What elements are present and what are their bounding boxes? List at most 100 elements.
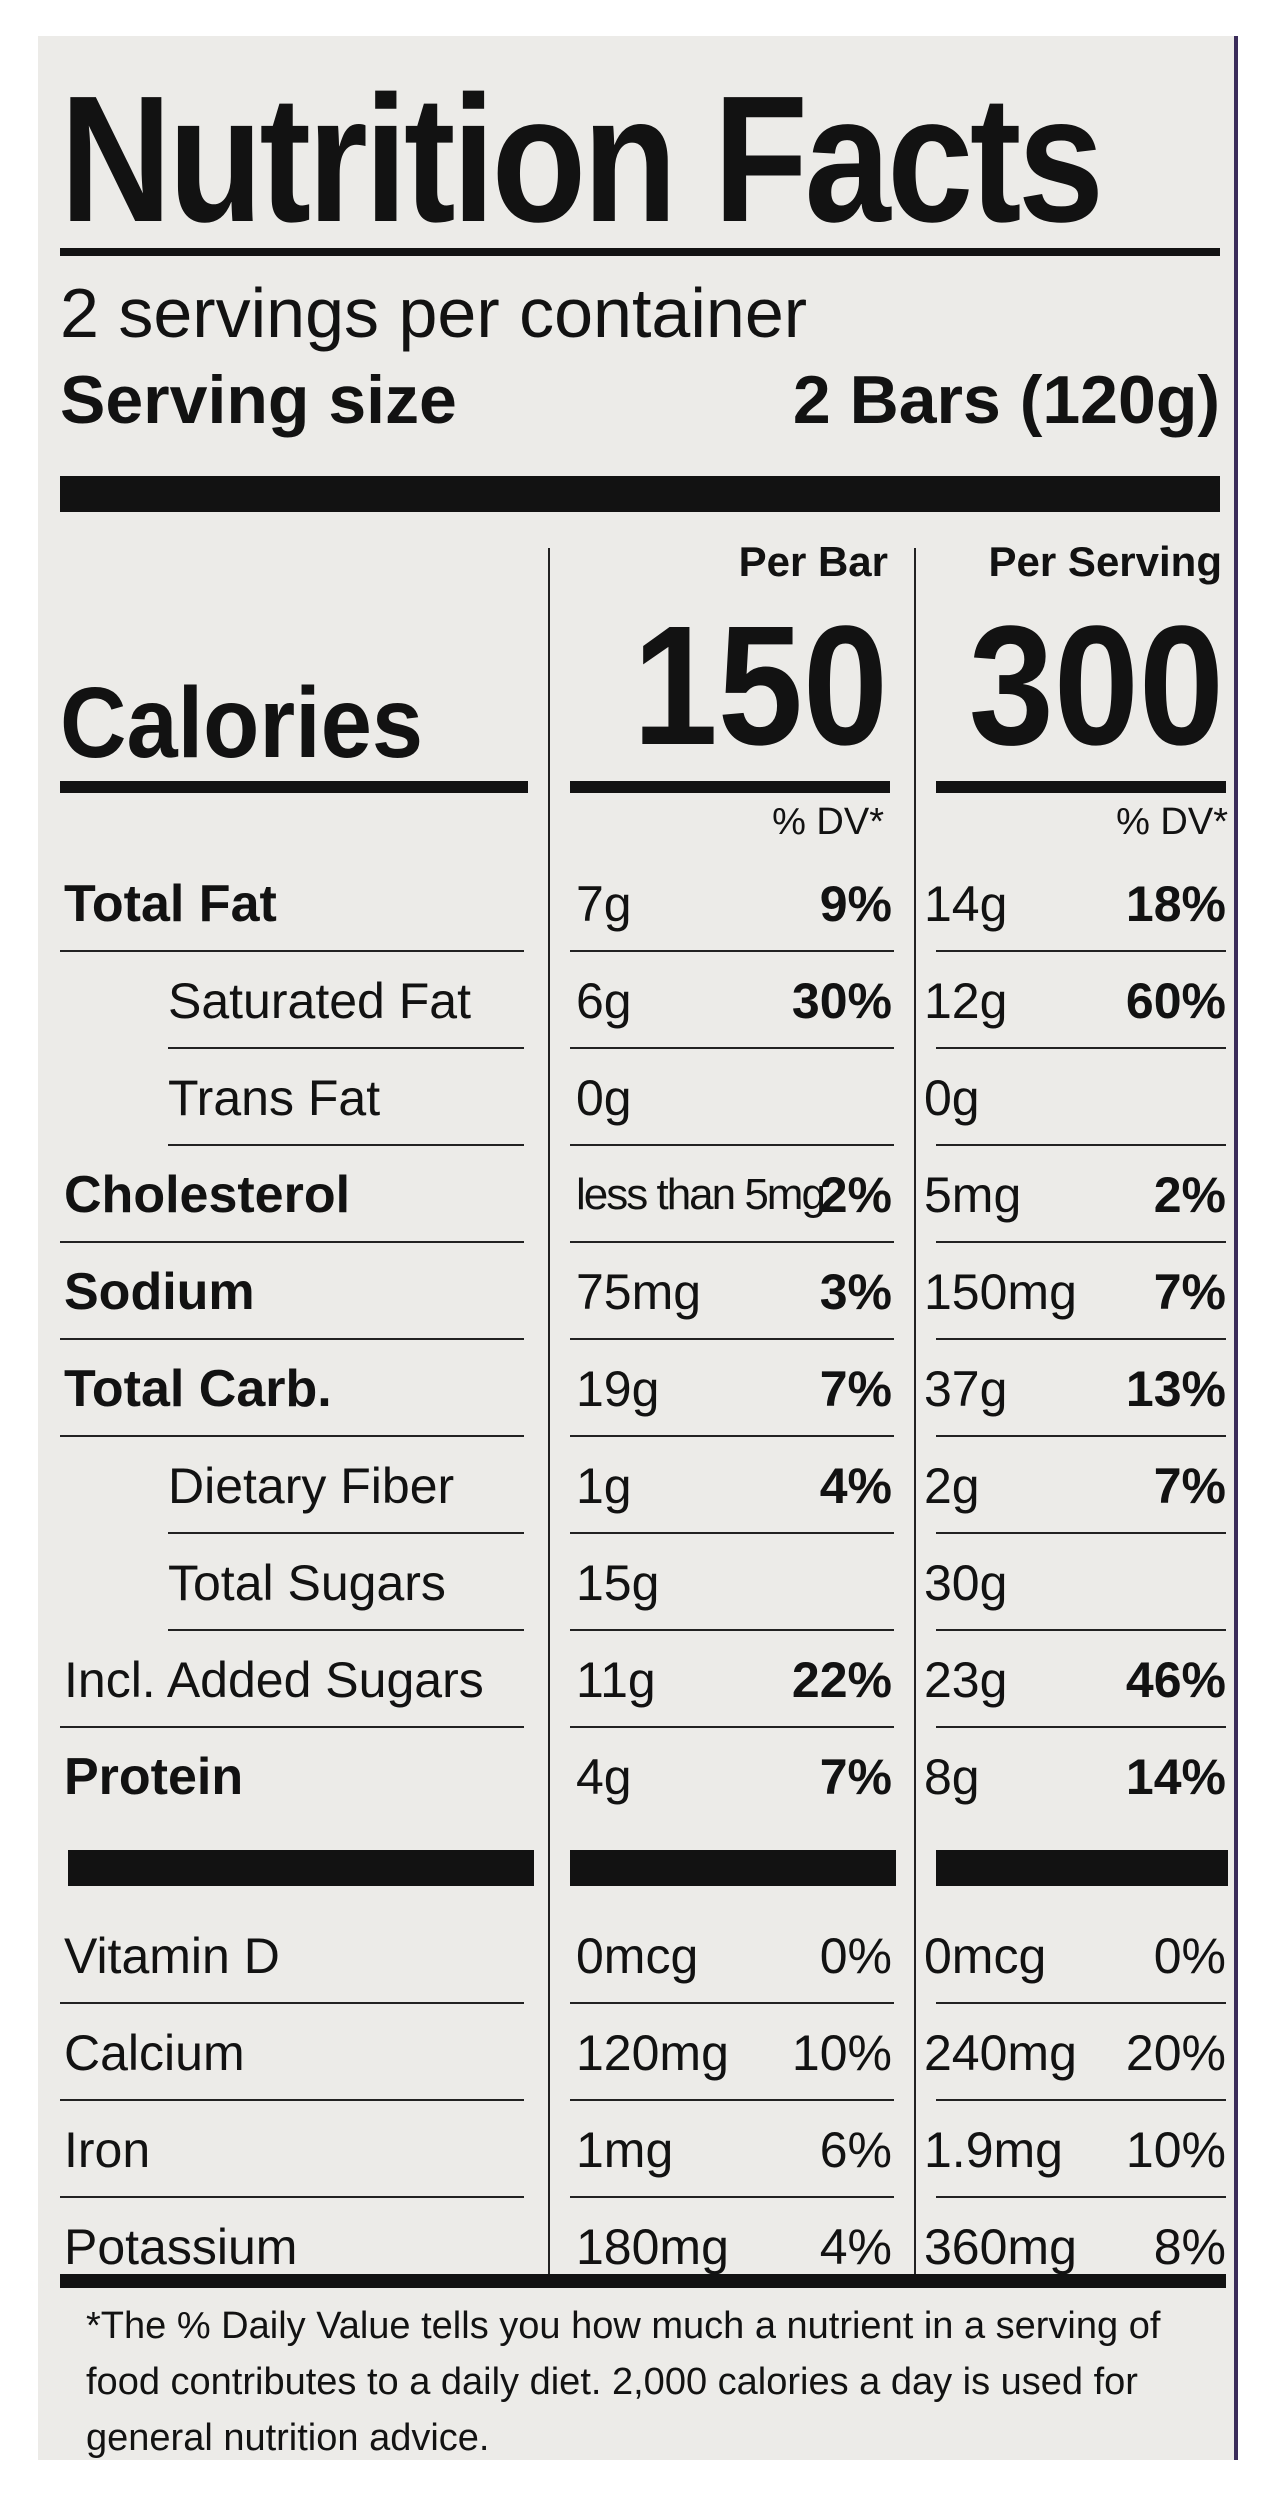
nutrient-row: Cholesterol less than 5mg 2% 5mg 2% [38, 1147, 1238, 1243]
row-divider [570, 1241, 894, 1243]
row-divider [570, 1338, 894, 1340]
nutrient-row: Protein 4g 7% 8g 14% [38, 1729, 1238, 1825]
per-serving-amount: 0g [924, 1070, 980, 1126]
serving-size-row: Serving size 2 Bars (120g) [60, 366, 1220, 456]
label-title: Nutrition Facts [60, 59, 1104, 260]
nutrition-facts-label: Nutrition Facts 2 servings per container… [38, 36, 1238, 2460]
nutrient-name: Total Sugars [168, 1555, 446, 1611]
row-divider [570, 1144, 894, 1146]
vitamin-rule-bar [570, 1850, 896, 1886]
per-bar-daily-value: 7% [819, 1361, 892, 1417]
row-divider [60, 1726, 524, 1728]
per-serving-daily-value: 8% [1153, 2219, 1226, 2275]
row-divider [60, 1338, 524, 1340]
title-rule [60, 248, 1220, 256]
per-serving-header: Per Serving [988, 538, 1222, 585]
dv-header-serving: % DV* [1116, 801, 1228, 843]
row-divider [570, 2196, 894, 2198]
nutrient-row: Total Sugars 15g 30g [38, 1535, 1238, 1631]
per-serving-amount: 23g [924, 1652, 1008, 1708]
per-bar-amount: 7g [576, 876, 632, 932]
daily-value-footnote: *The % Daily Value tells you how much a … [86, 2305, 1161, 2459]
vitamin-row: Vitamin D 0mcg 0% 0mcg 0% [38, 1908, 1238, 2004]
nutrient-name: Total Fat [64, 875, 277, 933]
row-divider [936, 950, 1226, 952]
row-divider [936, 1629, 1226, 1631]
row-divider [936, 2099, 1226, 2101]
per-serving-daily-value: 7% [1153, 1458, 1226, 1514]
calories-per-serving: 300 [968, 591, 1224, 781]
serving-size-label: Serving size [60, 362, 457, 438]
per-serving-amount: 12g [924, 973, 1008, 1029]
per-bar-daily-value: 22% [791, 1652, 892, 1708]
per-serving-amount: 150mg [924, 1264, 1077, 1320]
nutrient-name: Protein [64, 1748, 244, 1806]
nutrient-name: Dietary Fiber [168, 1458, 455, 1514]
per-serving-daily-value: 10% [1125, 2122, 1226, 2178]
per-serving-daily-value: 14% [1125, 1749, 1226, 1805]
row-divider [936, 1241, 1226, 1243]
per-bar-amount: 4g [576, 1749, 632, 1805]
servings-per-container: 2 servings per container [60, 274, 808, 352]
nutrient-name: Potassium [64, 2219, 298, 2275]
per-bar-daily-value: 4% [819, 2219, 892, 2275]
nutrient-row: Incl. Added Sugars 11g 22% 23g 46% [38, 1632, 1238, 1728]
per-bar-amount: 0mcg [576, 1928, 699, 1984]
row-divider [168, 1629, 524, 1631]
per-bar-daily-value: 4% [819, 1458, 892, 1514]
row-divider [570, 1629, 894, 1631]
row-divider [936, 1726, 1226, 1728]
per-bar-amount: 19g [576, 1361, 660, 1417]
row-divider [60, 2099, 524, 2101]
vitamin-row: Iron 1mg 6% 1.9mg 10% [38, 2102, 1238, 2198]
row-divider [936, 2196, 1226, 2198]
per-bar-daily-value: 6% [819, 2122, 892, 2178]
nutrient-row: Saturated Fat 6g 30% 12g 60% [38, 953, 1238, 1049]
per-bar-daily-value [758, 1050, 892, 1146]
row-divider [168, 1532, 524, 1534]
per-serving-daily-value: 2% [1153, 1167, 1226, 1223]
per-serving-daily-value: 18% [1125, 876, 1226, 932]
row-divider [570, 1532, 894, 1534]
per-bar-amount: 180mg [576, 2219, 729, 2275]
per-bar-amount: 6g [576, 973, 632, 1029]
calories-rule-bar [570, 781, 890, 793]
per-serving-amount: 1.9mg [924, 2122, 1063, 2178]
nutrient-row: Sodium 75mg 3% 150mg 7% [38, 1244, 1238, 1340]
nutrient-row: Dietary Fiber 1g 4% 2g 7% [38, 1438, 1238, 1534]
per-bar-daily-value: 2% [819, 1167, 892, 1223]
row-divider [570, 1047, 894, 1049]
vitamin-rule-serving [936, 1850, 1228, 1886]
per-bar-amount: 0g [576, 1070, 632, 1126]
vitamin-row: Potassium 180mg 4% 360mg 8% [38, 2199, 1238, 2295]
row-divider [570, 1435, 894, 1437]
per-bar-daily-value [758, 1535, 892, 1631]
per-serving-daily-value: 7% [1153, 1264, 1226, 1320]
per-bar-daily-value: 3% [819, 1264, 892, 1320]
per-bar-amount: 15g [576, 1555, 660, 1611]
nutrient-name: Iron [64, 2122, 151, 2178]
calories-rule-serving [936, 781, 1226, 793]
nutrient-name: Incl. Added Sugars [64, 1652, 484, 1708]
per-serving-amount: 14g [924, 876, 1008, 932]
nutrient-name: Sodium [64, 1263, 255, 1321]
per-serving-daily-value: 60% [1125, 973, 1226, 1029]
dv-header-bar: % DV* [772, 801, 884, 843]
row-divider [168, 1144, 524, 1146]
per-bar-amount: 1g [576, 1458, 632, 1514]
row-divider [168, 1047, 524, 1049]
row-divider [936, 2002, 1226, 2004]
vitamin-row: Calcium 120mg 10% 240mg 20% [38, 2005, 1238, 2101]
per-serving-amount: 360mg [924, 2219, 1077, 2275]
row-divider [60, 1241, 524, 1243]
nutrient-name: Total Carb. [64, 1360, 332, 1418]
row-divider [60, 2196, 524, 2198]
column-divider-serving [914, 548, 916, 2288]
per-bar-daily-value: 9% [819, 876, 892, 932]
row-divider [570, 2099, 894, 2101]
per-serving-amount: 240mg [924, 2025, 1077, 2081]
per-serving-amount: 2g [924, 1458, 980, 1514]
per-serving-daily-value: 46% [1125, 1652, 1226, 1708]
row-divider [60, 1435, 524, 1437]
row-divider [936, 1435, 1226, 1437]
